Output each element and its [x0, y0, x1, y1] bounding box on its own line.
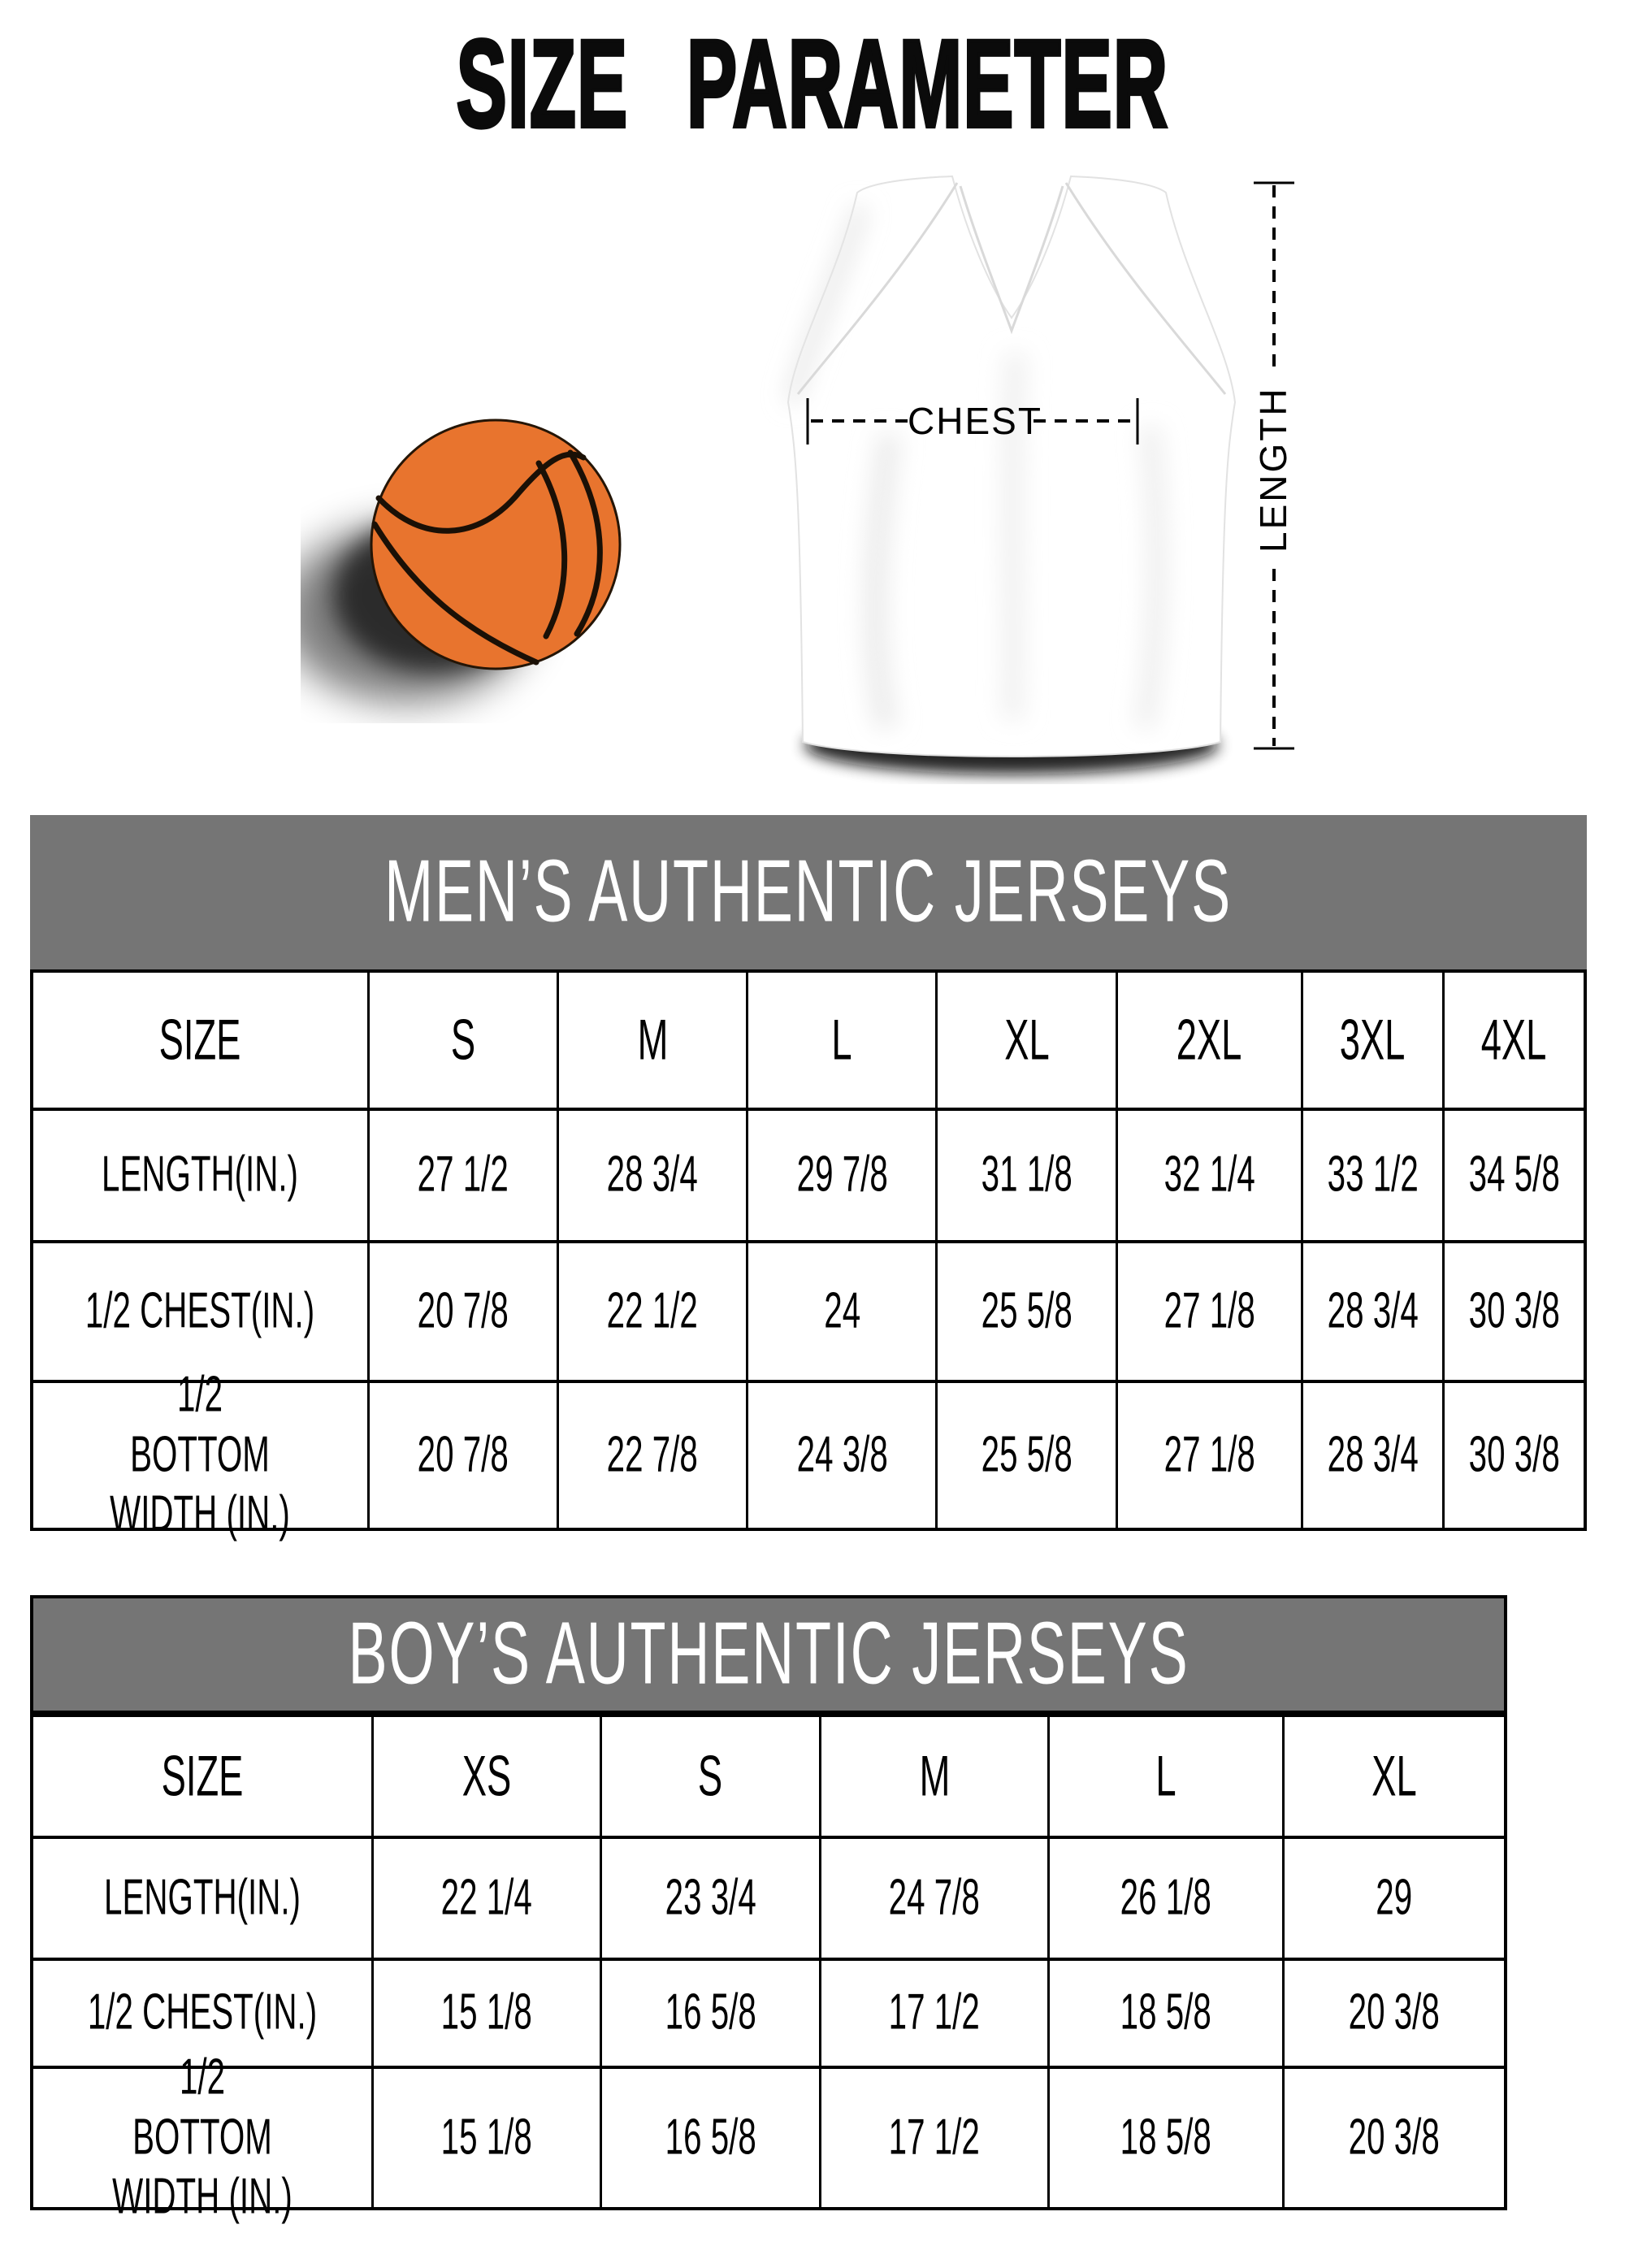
table-row: SIZE XS S M L XL — [30, 1714, 1507, 1839]
column-header: XL — [1281, 1714, 1507, 1839]
value-cell: 31 1/8 — [935, 1108, 1119, 1243]
boys-table-title: BOY’S AUTHENTIC JERSEYS — [348, 1605, 1190, 1703]
basketball-illustration — [301, 418, 622, 703]
column-header: M — [556, 969, 749, 1111]
basketball — [370, 418, 622, 670]
row-label: LENGTH(IN.) — [30, 1108, 370, 1243]
value-cell: 28 3/4 — [1300, 1380, 1445, 1531]
value-cell: 24 3/8 — [746, 1380, 938, 1531]
mens-size-table-section: MEN’S AUTHENTIC JERSEYS SIZE S M L XL 2X… — [30, 815, 1587, 1542]
mens-table-header-band: MEN’S AUTHENTIC JERSEYS — [30, 815, 1587, 969]
row-label: LENGTH(IN.) — [30, 1836, 374, 1961]
table-row: 1/2 CHEST(IN.) 15 1/8 16 5/8 17 1/2 18 5… — [30, 1958, 1507, 2069]
value-cell: 15 1/8 — [370, 1958, 602, 2069]
value-cell: 27 1/8 — [1116, 1240, 1303, 1383]
value-cell: 24 7/8 — [818, 1836, 1051, 1961]
value-cell: 23 3/4 — [599, 1836, 821, 1961]
table-row: LENGTH(IN.) 22 1/4 23 3/4 24 7/8 26 1/8 … — [30, 1836, 1507, 1961]
table-row: SIZE S M L XL 2XL 3XL 4XL — [30, 969, 1587, 1111]
boys-table-header-band: BOY’S AUTHENTIC JERSEYS — [30, 1595, 1507, 1714]
jersey-illustration: CHEST — [785, 175, 1237, 774]
column-header: L — [746, 969, 938, 1111]
column-header: L — [1047, 1714, 1285, 1839]
value-cell: 26 1/8 — [1047, 1836, 1285, 1961]
value-cell: 28 3/4 — [1300, 1240, 1445, 1383]
column-header: 4XL — [1442, 969, 1587, 1111]
table-row: 1/2 BOTTOM WIDTH (IN.) 15 1/8 16 5/8 17 … — [30, 2049, 1507, 2225]
value-cell: 20 7/8 — [366, 1380, 559, 1531]
column-header: S — [366, 969, 559, 1111]
value-cell: 29 — [1281, 1836, 1507, 1961]
mens-table-title: MEN’S AUTHENTIC JERSEYS — [384, 843, 1233, 941]
value-cell: 28 3/4 — [556, 1108, 749, 1243]
column-header: M — [818, 1714, 1051, 1839]
jersey-seams — [796, 182, 1227, 395]
value-cell: 18 5/8 — [1047, 2066, 1285, 2210]
value-cell: 32 1/4 — [1116, 1108, 1303, 1243]
value-cell: 20 3/8 — [1281, 1958, 1507, 2069]
value-cell: 30 3/8 — [1442, 1380, 1587, 1531]
page-title: SIZE PARAMETER — [0, 13, 1625, 154]
chest-label: CHEST — [908, 400, 1042, 442]
value-cell: 25 5/8 — [935, 1380, 1119, 1531]
row-label: 1/2 CHEST(IN.) — [30, 1240, 370, 1383]
value-cell: 17 1/2 — [818, 2066, 1051, 2210]
length-label: LENGTH — [1252, 386, 1294, 553]
mens-size-table: SIZE S M L XL 2XL 3XL 4XL LENGTH(IN.) 27… — [30, 969, 1587, 1542]
value-cell: 16 5/8 — [599, 1958, 821, 2069]
row-label: 1/2 BOTTOM WIDTH (IN.) — [30, 1367, 370, 1542]
value-cell: 22 1/4 — [370, 1836, 602, 1961]
boys-size-table: SIZE XS S M L XL LENGTH(IN.) 22 1/4 23 3… — [30, 1714, 1507, 2225]
column-header: S — [599, 1714, 821, 1839]
value-cell: 24 — [746, 1240, 938, 1383]
table-row: 1/2 CHEST(IN.) 20 7/8 22 1/2 24 25 5/8 2… — [30, 1240, 1587, 1383]
column-header: 2XL — [1116, 969, 1303, 1111]
value-cell: 22 7/8 — [556, 1380, 749, 1531]
page-title-text: SIZE PARAMETER — [455, 13, 1169, 154]
table-row: LENGTH(IN.) 27 1/2 28 3/4 29 7/8 31 1/8 … — [30, 1108, 1587, 1243]
value-cell: 16 5/8 — [599, 2066, 821, 2210]
column-header: 3XL — [1300, 969, 1445, 1111]
column-header: XL — [935, 969, 1119, 1111]
value-cell: 29 7/8 — [746, 1108, 938, 1243]
value-cell: 17 1/2 — [818, 1958, 1051, 2069]
column-header: XS — [370, 1714, 602, 1839]
value-cell: 20 7/8 — [366, 1240, 559, 1383]
value-cell: 18 5/8 — [1047, 1958, 1285, 2069]
length-dimension: LENGTH — [1252, 181, 1294, 750]
value-cell: 33 1/2 — [1300, 1108, 1445, 1243]
column-header-size: SIZE — [30, 969, 370, 1111]
column-header-size: SIZE — [30, 1714, 374, 1839]
value-cell: 34 5/8 — [1442, 1108, 1587, 1243]
value-cell: 20 3/8 — [1281, 2066, 1507, 2210]
table-row: 1/2 BOTTOM WIDTH (IN.) 20 7/8 22 7/8 24 … — [30, 1367, 1587, 1542]
value-cell: 27 1/8 — [1116, 1380, 1303, 1531]
row-label: 1/2 BOTTOM WIDTH (IN.) — [30, 2049, 374, 2225]
boys-size-table-section: BOY’S AUTHENTIC JERSEYS SIZE XS S M L XL… — [30, 1595, 1507, 2225]
jersey-shading — [785, 205, 1167, 731]
value-cell: 30 3/8 — [1442, 1240, 1587, 1383]
value-cell: 27 1/2 — [366, 1108, 559, 1243]
chest-dimension — [806, 398, 1139, 444]
row-label: 1/2 CHEST(IN.) — [30, 1958, 374, 2069]
value-cell: 15 1/8 — [370, 2066, 602, 2210]
length-dimension-lines — [1254, 181, 1294, 750]
value-cell: 22 1/2 — [556, 1240, 749, 1383]
value-cell: 25 5/8 — [935, 1240, 1119, 1383]
